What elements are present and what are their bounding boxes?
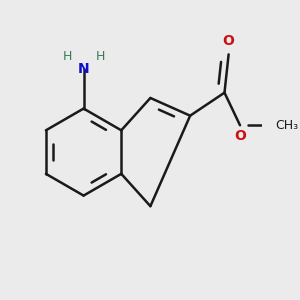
Text: O: O (234, 129, 246, 143)
Text: H: H (62, 50, 72, 63)
Text: H: H (95, 50, 105, 63)
Text: CH₃: CH₃ (275, 119, 298, 132)
Text: N: N (78, 61, 89, 76)
Text: O: O (223, 34, 235, 48)
